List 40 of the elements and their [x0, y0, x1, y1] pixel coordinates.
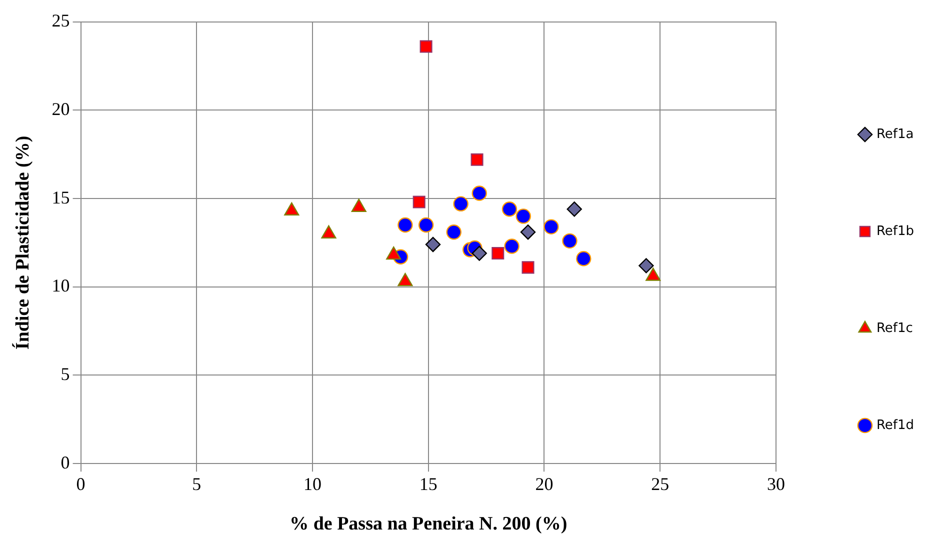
- x-tick-label: 15: [419, 474, 438, 494]
- point: [502, 202, 518, 217]
- point: [638, 258, 654, 274]
- x-tick-label: 0: [76, 474, 86, 494]
- point: [520, 224, 536, 240]
- point: [398, 217, 413, 233]
- point: [492, 247, 504, 260]
- x-tick-label: 20: [535, 474, 554, 494]
- point: [412, 196, 426, 208]
- point: [522, 261, 534, 274]
- legend-label: Ref1b: [876, 224, 914, 239]
- legend-label: Ref1d: [876, 418, 914, 433]
- y-tick-label: 5: [60, 364, 70, 384]
- point: [420, 40, 432, 53]
- y-tick-label: 10: [52, 276, 70, 296]
- point: [504, 238, 520, 254]
- y-tick-label: 25: [52, 10, 70, 31]
- y-axis-title: Índice de Plasticidade (%): [11, 136, 34, 350]
- point: [562, 233, 578, 249]
- x-tick-label: 25: [651, 474, 670, 494]
- x-tick-label: 30: [766, 474, 785, 494]
- x-tick-label: 5: [192, 474, 202, 494]
- y-tick-label: 15: [52, 187, 70, 208]
- point: [470, 153, 484, 166]
- legend-label: Ref1c: [876, 320, 913, 336]
- point: [544, 219, 559, 234]
- point: [576, 251, 592, 266]
- point: [566, 202, 582, 217]
- legend-label: Ref1a: [876, 126, 914, 142]
- point: [446, 224, 462, 240]
- point: [418, 217, 434, 233]
- x-tick-label: 10: [304, 474, 322, 494]
- point: [425, 236, 441, 252]
- x-axis-title: % de Passa na Peneira N. 200 (%): [290, 514, 568, 535]
- point: [453, 196, 468, 212]
- point: [472, 186, 487, 201]
- y-tick-label: 0: [60, 452, 70, 472]
- point: [472, 246, 487, 261]
- y-tick-label: 20: [52, 98, 70, 119]
- point: [516, 208, 531, 224]
